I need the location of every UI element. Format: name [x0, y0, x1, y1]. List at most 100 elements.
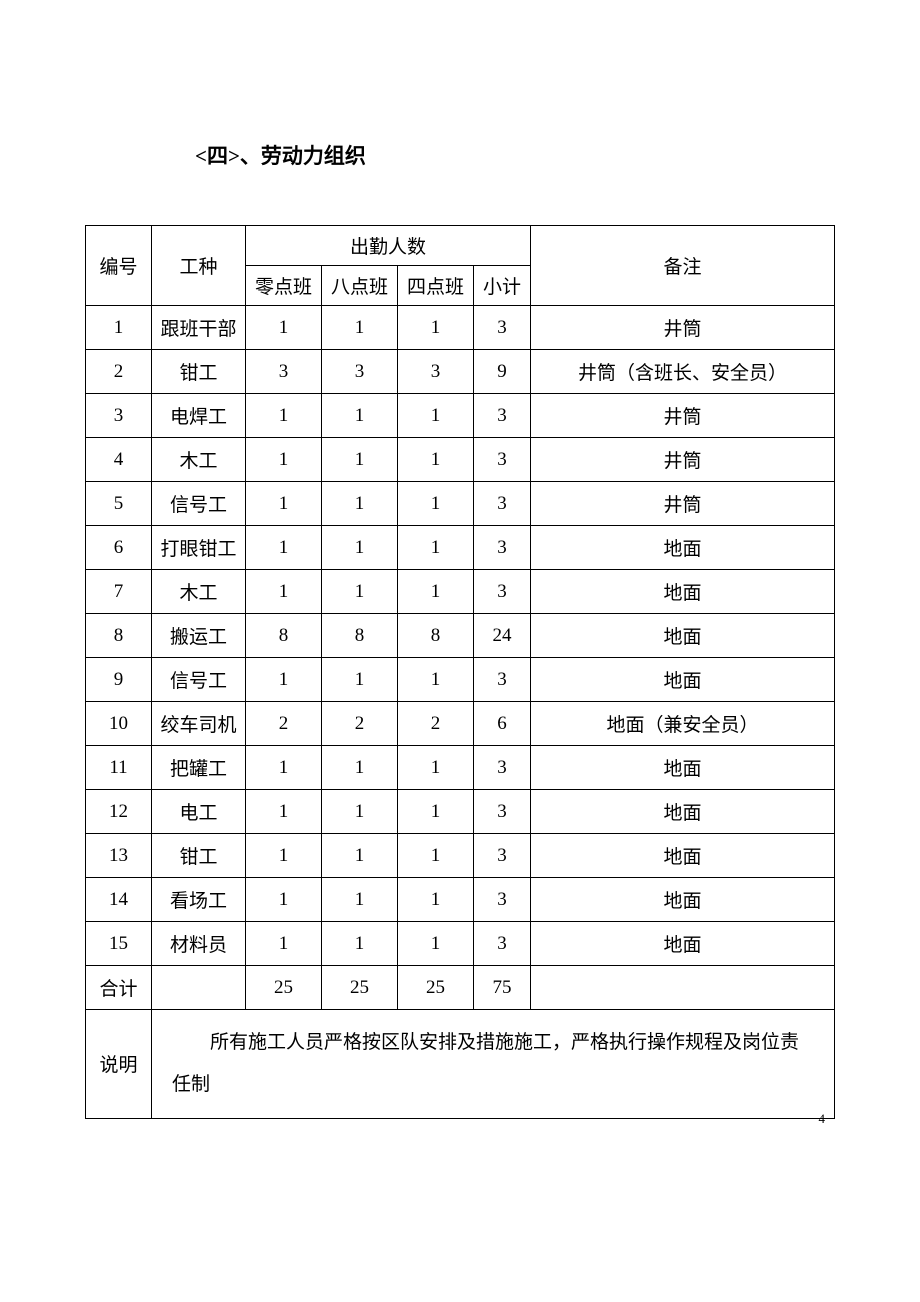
cell-note: 地面 — [531, 834, 835, 878]
cell-s8: 3 — [322, 350, 398, 394]
cell-num: 1 — [86, 306, 152, 350]
cell-s8: 1 — [322, 570, 398, 614]
cell-s4: 3 — [398, 350, 474, 394]
cell-s8: 1 — [322, 394, 398, 438]
table-row: 14看场工1113地面 — [86, 878, 835, 922]
header-shift4: 四点班 — [398, 266, 474, 306]
cell-s0: 1 — [246, 878, 322, 922]
cell-num: 12 — [86, 790, 152, 834]
cell-sub: 3 — [474, 658, 531, 702]
cell-s8: 1 — [322, 658, 398, 702]
cell-num: 15 — [86, 922, 152, 966]
table-row: 7木工1113地面 — [86, 570, 835, 614]
cell-type: 搬运工 — [152, 614, 246, 658]
cell-note: 地面 — [531, 658, 835, 702]
cell-num: 14 — [86, 878, 152, 922]
cell-num: 8 — [86, 614, 152, 658]
cell-s0: 1 — [246, 834, 322, 878]
cell-note: 地面 — [531, 746, 835, 790]
total-cell-note — [531, 966, 835, 1010]
table-row: 15材料员1113地面 — [86, 922, 835, 966]
table-row: 1跟班干部1113井筒 — [86, 306, 835, 350]
cell-sub: 3 — [474, 526, 531, 570]
cell-type: 绞车司机 — [152, 702, 246, 746]
cell-note: 井筒 — [531, 482, 835, 526]
cell-s8: 1 — [322, 834, 398, 878]
cell-note: 地面 — [531, 790, 835, 834]
table-row: 11把罐工1113地面 — [86, 746, 835, 790]
labor-table: 编号 工种 出勤人数 备注 零点班 八点班 四点班 小计 1跟班干部1113井筒… — [85, 225, 835, 1119]
cell-s4: 2 — [398, 702, 474, 746]
cell-type: 材料员 — [152, 922, 246, 966]
header-shift8: 八点班 — [322, 266, 398, 306]
table-row: 5信号工1113井筒 — [86, 482, 835, 526]
cell-note: 井筒（含班长、安全员） — [531, 350, 835, 394]
total-cell-s4: 25 — [398, 966, 474, 1010]
cell-num: 2 — [86, 350, 152, 394]
cell-type: 打眼钳工 — [152, 526, 246, 570]
cell-num: 10 — [86, 702, 152, 746]
cell-type: 木工 — [152, 570, 246, 614]
cell-sub: 3 — [474, 482, 531, 526]
cell-s4: 1 — [398, 482, 474, 526]
cell-s0: 1 — [246, 658, 322, 702]
cell-note: 地面 — [531, 614, 835, 658]
cell-type: 看场工 — [152, 878, 246, 922]
cell-type: 信号工 — [152, 658, 246, 702]
table-row: 4木工1113井筒 — [86, 438, 835, 482]
cell-sub: 3 — [474, 746, 531, 790]
cell-sub: 3 — [474, 834, 531, 878]
cell-sub: 24 — [474, 614, 531, 658]
cell-type: 钳工 — [152, 350, 246, 394]
cell-s4: 1 — [398, 526, 474, 570]
header-worktype: 工种 — [152, 226, 246, 306]
cell-s0: 3 — [246, 350, 322, 394]
cell-s8: 8 — [322, 614, 398, 658]
cell-type: 跟班干部 — [152, 306, 246, 350]
cell-sub: 3 — [474, 790, 531, 834]
total-cell-sub: 75 — [474, 966, 531, 1010]
cell-sub: 6 — [474, 702, 531, 746]
cell-s0: 1 — [246, 922, 322, 966]
cell-s0: 1 — [246, 482, 322, 526]
cell-s4: 1 — [398, 658, 474, 702]
cell-num: 6 — [86, 526, 152, 570]
cell-type: 木工 — [152, 438, 246, 482]
total-cell-s8: 25 — [322, 966, 398, 1010]
section-title: <四>、劳动力组织 — [195, 140, 835, 170]
table-row: 13钳工1113地面 — [86, 834, 835, 878]
cell-s4: 1 — [398, 790, 474, 834]
cell-sub: 3 — [474, 878, 531, 922]
cell-s0: 1 — [246, 790, 322, 834]
cell-type: 信号工 — [152, 482, 246, 526]
cell-s8: 1 — [322, 878, 398, 922]
table-note-row: 说明所有施工人员严格按区队安排及措施施工，严格执行操作规程及岗位责任制 — [86, 1010, 835, 1119]
total-cell-s0: 25 — [246, 966, 322, 1010]
cell-s0: 1 — [246, 306, 322, 350]
cell-note: 地面（兼安全员） — [531, 702, 835, 746]
cell-sub: 3 — [474, 394, 531, 438]
cell-type: 电焊工 — [152, 394, 246, 438]
cell-num: 7 — [86, 570, 152, 614]
header-number: 编号 — [86, 226, 152, 306]
cell-s8: 1 — [322, 922, 398, 966]
cell-s4: 8 — [398, 614, 474, 658]
total-cell-label: 合计 — [86, 966, 152, 1010]
page-number: 4 — [819, 1111, 826, 1127]
cell-note: 井筒 — [531, 306, 835, 350]
table-row: 9信号工1113地面 — [86, 658, 835, 702]
cell-s4: 1 — [398, 834, 474, 878]
cell-num: 13 — [86, 834, 152, 878]
cell-note: 井筒 — [531, 438, 835, 482]
cell-type: 把罐工 — [152, 746, 246, 790]
cell-s8: 1 — [322, 482, 398, 526]
table-header-row-1: 编号 工种 出勤人数 备注 — [86, 226, 835, 266]
header-subtotal: 小计 — [474, 266, 531, 306]
table-row: 6打眼钳工1113地面 — [86, 526, 835, 570]
cell-num: 11 — [86, 746, 152, 790]
cell-sub: 3 — [474, 922, 531, 966]
cell-note: 地面 — [531, 922, 835, 966]
cell-s8: 1 — [322, 306, 398, 350]
cell-s0: 1 — [246, 394, 322, 438]
cell-num: 4 — [86, 438, 152, 482]
